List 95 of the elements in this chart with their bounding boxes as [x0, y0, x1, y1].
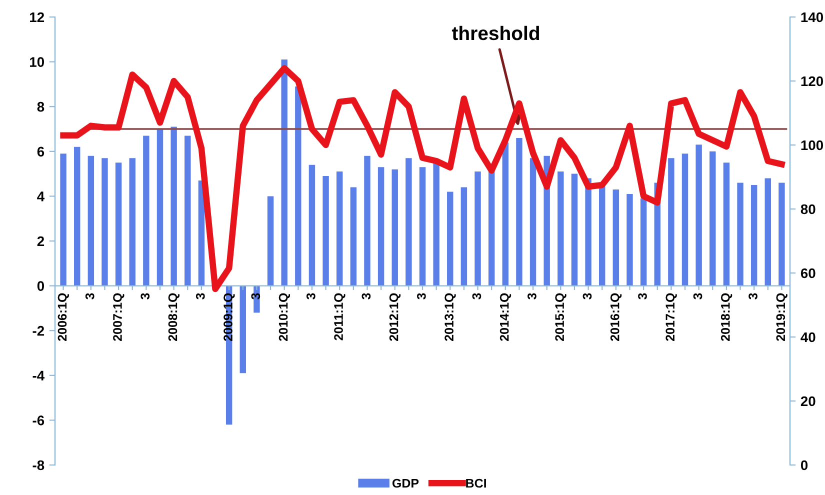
x-tick-label: 2010:1Q [278, 293, 290, 341]
x-tick-label: 2009:1Q [224, 293, 235, 341]
y2-tick-label: 60 [800, 268, 816, 278]
x-tick-label: 3 [528, 293, 536, 300]
x-tick-label: 2012:1Q [389, 293, 401, 341]
bar [598, 185, 606, 286]
y2-tick-label: 0 [800, 460, 808, 470]
bar [184, 136, 191, 286]
x-tick-label: 2015:1Q [555, 293, 566, 341]
x-tick-label: 3 [472, 293, 482, 300]
bar [322, 176, 329, 286]
bar [129, 158, 136, 286]
bar [115, 162, 122, 286]
bar [668, 158, 674, 286]
x-tick-label: 3 [417, 293, 426, 300]
x-tick-label: 3 [140, 293, 150, 300]
y2-tick-label: 140 [801, 12, 824, 22]
bar [696, 144, 702, 286]
y-tick-label: 10 [30, 57, 44, 67]
bar [308, 164, 316, 286]
y2-tick-label: 20 [800, 396, 816, 406]
bar [240, 286, 246, 374]
bar [488, 169, 495, 286]
bar [170, 126, 177, 286]
bar [364, 156, 370, 286]
x-tick-label: 2016:1Q [610, 293, 622, 341]
bar [336, 172, 343, 286]
x-tick-label: 3 [638, 293, 647, 300]
x-tick-label: 3 [196, 293, 205, 300]
x-tick-label: 3 [306, 293, 316, 300]
x-tick-label: 2006:1Q [58, 293, 69, 341]
bar [710, 151, 716, 286]
y-tick-label: 4 [37, 192, 45, 202]
x-tick-label: 2011:1Q [334, 293, 346, 340]
bar [447, 192, 454, 286]
bar [156, 129, 164, 286]
x-tick-label: 3 [582, 293, 592, 300]
bar [267, 196, 274, 286]
bar [626, 194, 633, 286]
bar [102, 158, 108, 286]
bar [737, 182, 744, 286]
bar [750, 185, 758, 286]
bar [74, 146, 80, 286]
x-tick-label: 3 [748, 293, 758, 300]
x-tick-label: 3 [251, 293, 260, 300]
x-tick-label: 2008:1Q [168, 293, 180, 341]
bar [778, 182, 785, 286]
bar [558, 172, 564, 286]
y2-tick-label: 80 [800, 204, 816, 214]
legend-label: BCI [466, 478, 486, 488]
x-tick-label: 3 [693, 293, 702, 300]
y2-tick-label: 120 [801, 76, 824, 86]
x-tick-label: 2019:1Q [776, 293, 788, 341]
bar [281, 60, 288, 286]
bar [88, 156, 94, 286]
bar [474, 172, 481, 286]
y-tick-label: 2 [37, 236, 44, 246]
bar [60, 154, 66, 286]
x-tick-label: 2007:1Q [113, 293, 124, 341]
bar [530, 158, 536, 286]
bar [143, 136, 150, 286]
x-tick-label: 2018:1Q [720, 293, 732, 341]
y-tick-label: -8 [32, 460, 44, 470]
y2-tick-label: 40 [800, 332, 816, 342]
y-tick-label: -4 [32, 370, 45, 380]
bar [764, 178, 772, 286]
bar [350, 187, 357, 286]
bar [460, 187, 468, 286]
y-tick-label: 0 [37, 281, 44, 291]
y2-tick-label: 100 [801, 140, 824, 150]
bar [612, 189, 620, 286]
bar [516, 138, 522, 286]
bar [295, 86, 302, 286]
ref-line-label: threshold [452, 26, 540, 40]
bar [640, 198, 647, 286]
y-tick-label: -2 [32, 326, 44, 336]
legend-label: GDP [392, 478, 419, 488]
y-tick-label: 12 [30, 12, 44, 22]
bar [502, 142, 509, 286]
y-tick-label: 8 [37, 102, 44, 112]
bar [585, 178, 592, 286]
bar [406, 158, 412, 286]
x-tick-label: 3 [85, 293, 94, 300]
x-tick-label: 2013:1Q [444, 293, 456, 341]
bar [682, 154, 688, 286]
bar [392, 169, 398, 286]
y-tick-label: -6 [32, 416, 44, 426]
bar [419, 167, 426, 286]
bar [723, 162, 730, 286]
x-tick-label: 3 [362, 293, 371, 300]
x-tick-label: 2014:1Q [500, 293, 512, 341]
x-tick-label: 2017:1Q [666, 293, 677, 341]
y-tick-label: 6 [37, 146, 44, 157]
bar [378, 167, 384, 286]
bar [571, 174, 578, 286]
